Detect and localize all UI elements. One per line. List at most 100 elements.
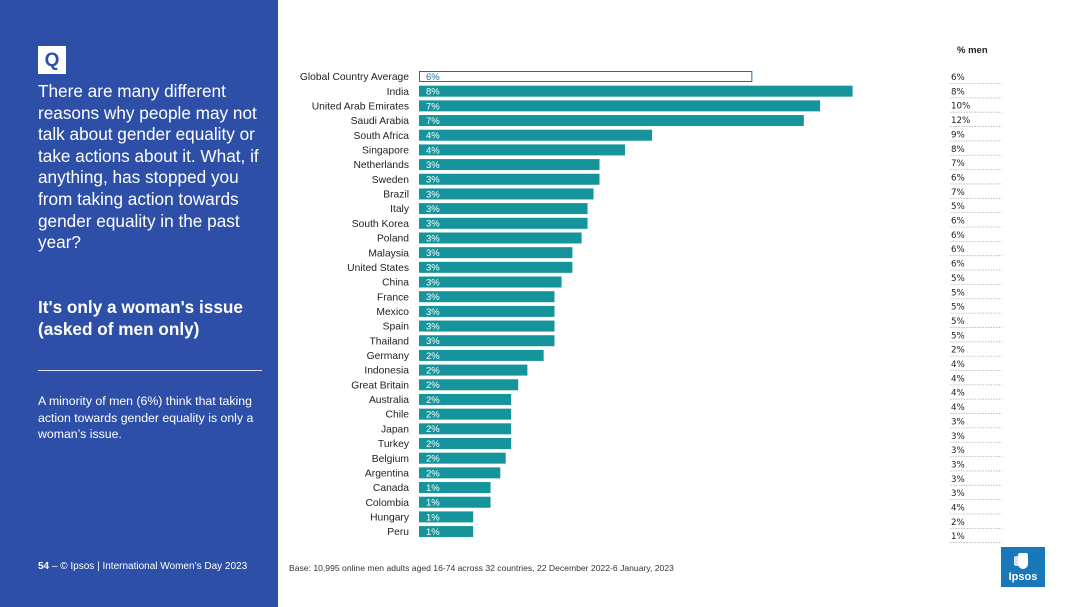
data-label: 4%: [426, 145, 440, 156]
side-table-value: 5%: [951, 331, 965, 341]
side-table-value: 7%: [951, 188, 965, 198]
bar: [419, 511, 474, 523]
bar: [419, 261, 573, 273]
bar: [419, 173, 600, 185]
category-label: Great Britain: [351, 380, 409, 391]
data-label: 7%: [426, 116, 440, 127]
base-note: Base: 10,995 online men adults aged 16-7…: [289, 563, 674, 573]
bar: [419, 393, 512, 405]
data-label: 3%: [426, 292, 440, 303]
category-label: China: [382, 278, 409, 289]
data-label: 3%: [426, 160, 440, 171]
category-label: United States: [347, 263, 409, 274]
side-table-value: 6%: [951, 260, 965, 270]
bar: [419, 364, 528, 376]
data-label: 2%: [426, 366, 440, 377]
bar: [419, 496, 491, 508]
side-table-value: 4%: [951, 504, 965, 514]
side-table-value: 2%: [951, 518, 965, 528]
bar: [419, 438, 512, 449]
side-table-value: 12%: [951, 116, 970, 126]
category-label: Spain: [383, 322, 410, 333]
side-table-value: 3%: [951, 432, 965, 442]
ipsos-logo: Ipsos: [1001, 547, 1045, 587]
side-table-value: 2%: [951, 346, 965, 356]
bar: [419, 276, 562, 288]
category-label: India: [387, 87, 410, 98]
side-table-value: 6%: [951, 231, 965, 241]
category-label: France: [377, 292, 409, 303]
bar: [419, 335, 555, 347]
side-table-value: 5%: [951, 288, 965, 298]
data-label: 3%: [426, 204, 440, 215]
bar: [419, 305, 555, 317]
bar: [419, 217, 588, 229]
side-table-value: 5%: [951, 303, 965, 313]
category-label: Germany: [367, 351, 410, 362]
category-label: Singapore: [362, 146, 409, 157]
bar: [419, 526, 474, 538]
side-table-value: 3%: [951, 417, 965, 427]
side-table-value: 5%: [951, 274, 965, 284]
bar: [419, 452, 506, 464]
logo-mark: [1018, 553, 1028, 569]
bar: [419, 291, 555, 303]
data-label: 3%: [426, 219, 440, 230]
data-label: 3%: [426, 307, 440, 318]
side-table-value: 9%: [951, 130, 965, 140]
category-label: Canada: [373, 483, 409, 494]
bar: [419, 203, 588, 215]
data-label: 1%: [426, 512, 440, 523]
side-table-value: 6%: [951, 173, 965, 183]
side-table-value: 7%: [951, 159, 965, 169]
bar: [419, 100, 821, 112]
side-table-header: % men: [957, 45, 988, 56]
data-label: 2%: [426, 395, 440, 406]
side-table-value: 5%: [951, 202, 965, 212]
data-label: 2%: [426, 351, 440, 362]
data-label: 3%: [426, 175, 440, 186]
category-label: United Arab Emirates: [312, 101, 409, 112]
data-label: 2%: [426, 380, 440, 391]
category-label: Thailand: [370, 336, 410, 347]
data-label: 3%: [426, 263, 440, 274]
data-label: 2%: [426, 439, 440, 450]
side-table-value: 5%: [951, 317, 965, 327]
data-label: 3%: [426, 321, 440, 332]
bar: [419, 320, 555, 332]
category-label: Brazil: [383, 190, 409, 201]
side-table-value: 3%: [951, 475, 965, 485]
category-label: South Korea: [352, 219, 410, 230]
data-label: 3%: [426, 336, 440, 347]
side-table-value: 8%: [951, 87, 965, 97]
category-label: Argentina: [365, 468, 409, 479]
category-label: Italy: [390, 204, 410, 215]
data-label: 1%: [426, 527, 440, 538]
logo-mark-shadow: [1014, 556, 1019, 566]
data-label: 3%: [426, 233, 440, 244]
side-table-value: 10%: [951, 102, 970, 112]
category-label: Turkey: [378, 439, 410, 450]
category-label: Global Country Average: [300, 72, 409, 83]
bar: [419, 159, 600, 171]
bar: [419, 188, 594, 200]
side-table-value: 4%: [951, 403, 965, 413]
data-label: 2%: [426, 410, 440, 421]
category-label: Poland: [377, 234, 409, 245]
bar: [419, 115, 804, 127]
side-table-value: 3%: [951, 460, 965, 470]
data-label: 3%: [426, 248, 440, 259]
logo-text: Ipsos: [1008, 571, 1038, 583]
question-text: There are many different reasons why peo…: [38, 81, 259, 253]
side-table-value: 6%: [951, 245, 965, 255]
category-label: Malaysia: [368, 248, 409, 259]
category-label: Australia: [369, 395, 409, 406]
data-label: 1%: [426, 483, 440, 494]
category-label: Hungary: [370, 513, 410, 524]
data-label: 6%: [426, 72, 440, 83]
bar: [419, 129, 653, 141]
bar: [419, 85, 853, 97]
data-label: 8%: [426, 87, 440, 98]
category-label: Belgium: [372, 454, 409, 465]
